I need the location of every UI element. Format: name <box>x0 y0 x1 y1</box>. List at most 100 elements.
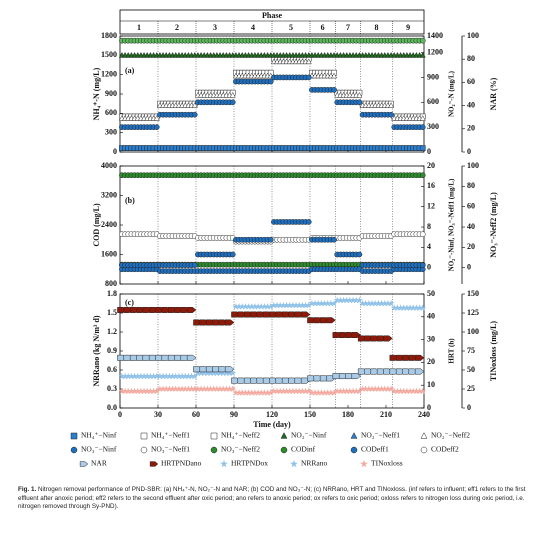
panel-label: (b) <box>125 196 135 205</box>
data-marks <box>156 385 199 393</box>
data-marks <box>195 235 236 241</box>
data-marks <box>309 37 337 44</box>
data-marks <box>359 262 394 269</box>
legend-symbol <box>280 432 288 439</box>
data-marks <box>195 145 236 151</box>
data-marks <box>359 172 394 179</box>
marker <box>419 124 426 130</box>
marker <box>331 72 338 79</box>
legend-symbol <box>70 432 78 440</box>
y2-tick-label: 30 <box>427 334 435 343</box>
marker <box>355 296 364 304</box>
y2-tick-label: 900 <box>427 72 439 81</box>
data-marks <box>271 74 312 81</box>
y3-tick-label: 0 <box>467 147 471 156</box>
data-marks <box>391 37 426 44</box>
marker <box>229 385 237 393</box>
legend-label: TINoxloss <box>371 459 403 468</box>
marker <box>419 262 426 269</box>
y3-tick-label: 0 <box>467 263 471 272</box>
data-marks <box>333 296 364 304</box>
y-tick-label: 1.2 <box>107 327 117 336</box>
marker <box>414 368 425 375</box>
y2-tick-label: 10 <box>427 380 435 389</box>
y2-tick-label: 600 <box>427 97 439 106</box>
y3-tick-label: 25 <box>467 384 475 393</box>
data-marks <box>357 368 393 375</box>
legend-symbol <box>149 461 159 467</box>
marker <box>224 319 235 326</box>
data-marks <box>334 172 363 179</box>
marker <box>153 115 160 121</box>
data-marks <box>271 236 312 243</box>
marker <box>186 306 197 313</box>
legend-label: NO₂⁻−Neff1 <box>361 431 400 440</box>
legend-symbol <box>420 432 428 439</box>
data-marks <box>334 37 363 44</box>
legend-symbol <box>210 432 218 440</box>
legend-label: NH₄⁺−Neff1 <box>151 431 190 440</box>
data-marks <box>333 387 364 395</box>
data-marks <box>233 236 274 243</box>
data-marks <box>334 51 363 58</box>
x-tick-label: 30 <box>154 410 162 419</box>
data-marks <box>194 51 236 58</box>
marker <box>267 78 274 85</box>
y-tick-label: 1.8 <box>107 289 117 298</box>
y-tick-label: 0.6 <box>107 365 117 374</box>
y3-tick-label: 75 <box>467 346 475 355</box>
phase-label: 7 <box>346 23 350 32</box>
marker <box>419 51 426 58</box>
y2-tick-label: 4 <box>427 242 431 251</box>
data-marks <box>232 72 274 79</box>
data-marks <box>195 268 236 274</box>
data-marks <box>118 372 161 380</box>
data-marks <box>271 172 312 179</box>
data-marks <box>232 389 275 396</box>
data-marks <box>334 91 363 98</box>
y3-tick-label: 0 <box>467 403 471 412</box>
legend-symbol <box>280 446 288 454</box>
data-marks <box>232 51 274 58</box>
marker <box>419 231 426 238</box>
data-marks <box>334 266 363 273</box>
data-marks <box>194 91 236 98</box>
data-marks <box>117 306 159 313</box>
y-tick-label: 2400 <box>101 220 117 229</box>
data-marks <box>157 145 198 151</box>
marker <box>387 299 395 307</box>
y2-tick-label: 1400 <box>427 31 443 40</box>
x-axis-title: Time (day) <box>253 420 291 429</box>
legend-symbol <box>70 446 78 454</box>
marker <box>356 91 363 98</box>
y2-tick-label: 1200 <box>427 47 443 56</box>
data-marks <box>270 301 313 309</box>
data-marks <box>157 172 198 179</box>
marker <box>229 251 236 258</box>
data-marks <box>309 87 337 93</box>
legend-symbol <box>210 446 218 454</box>
y2-tick-label: 50 <box>427 289 435 298</box>
data-marks <box>119 124 160 130</box>
data-marks <box>334 145 363 151</box>
data-marks <box>271 219 312 225</box>
data-marks <box>119 262 160 269</box>
panel-label: (a) <box>125 66 135 75</box>
data-marks <box>359 51 395 58</box>
data-marks <box>390 387 427 395</box>
data-marks <box>308 51 338 58</box>
marker <box>419 145 426 151</box>
data-marks <box>233 172 274 179</box>
y2-axis-title: NO₂⁻-N (mg/L) <box>448 70 456 117</box>
y3-tick-label: 125 <box>467 308 479 317</box>
x-tick-label: 60 <box>192 410 200 419</box>
data-marks <box>271 261 312 268</box>
data-marks <box>309 69 337 76</box>
data-marks <box>334 89 363 96</box>
y3-tick-label: 100 <box>467 327 479 336</box>
x-tick-label: 180 <box>342 410 354 419</box>
y2-tick-label: 40 <box>427 312 435 321</box>
marker <box>186 354 197 361</box>
marker <box>351 373 362 380</box>
legend-label: CODeff1 <box>361 445 389 454</box>
